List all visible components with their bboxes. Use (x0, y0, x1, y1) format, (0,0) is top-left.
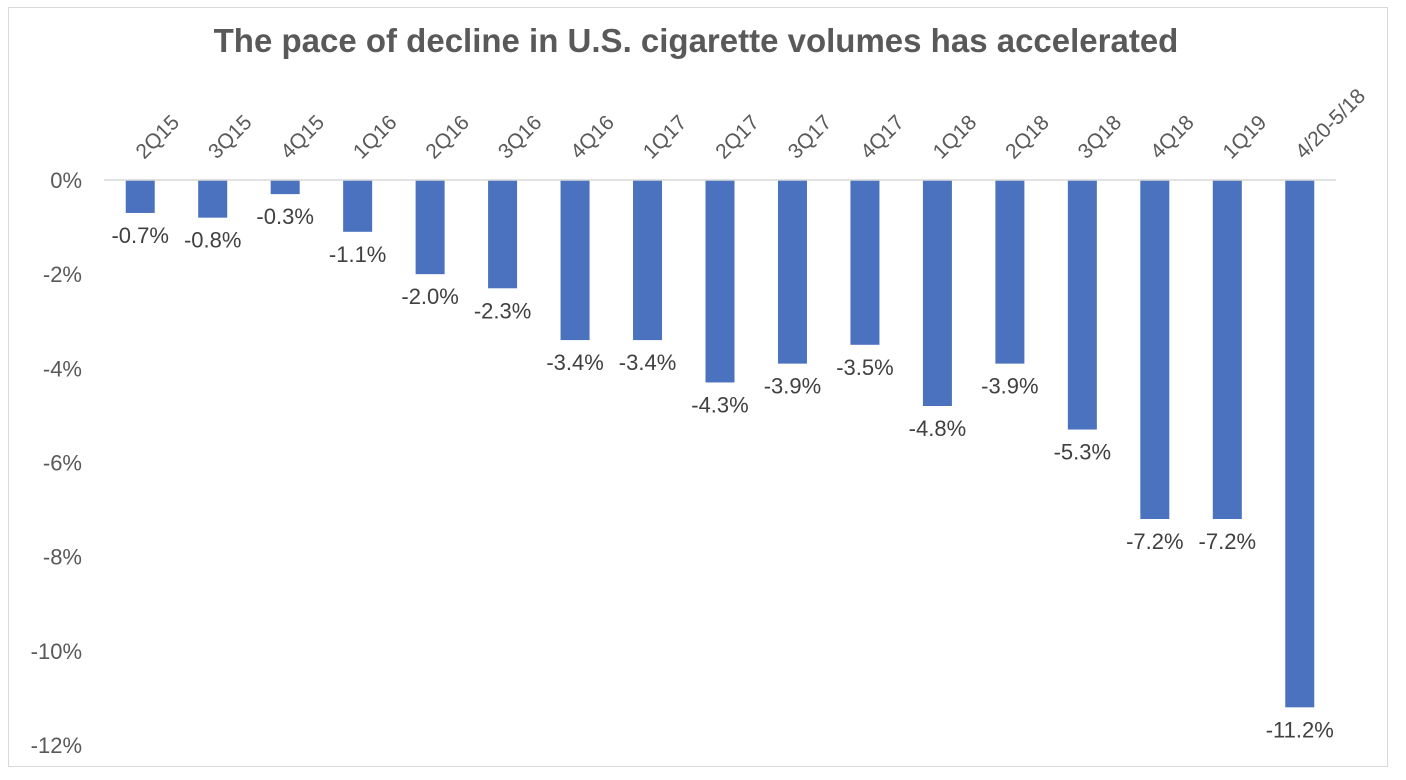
data-label: -2.0% (401, 284, 458, 309)
category-label: 4Q16 (566, 111, 619, 164)
data-label: -0.7% (111, 223, 168, 248)
category-label: 2Q16 (421, 111, 474, 164)
bar (633, 180, 663, 341)
bar (777, 180, 807, 364)
category-label: 2Q15 (132, 111, 185, 164)
bar (198, 180, 228, 218)
chart-title: The pace of decline in U.S. cigarette vo… (213, 22, 1179, 59)
y-tick-label: -2% (43, 262, 82, 287)
bar (1212, 180, 1242, 519)
category-label: 3Q18 (1074, 111, 1127, 164)
data-label: -3.9% (764, 374, 821, 399)
y-tick-label: -4% (43, 356, 82, 381)
data-label: -7.2% (1126, 529, 1183, 554)
data-label: -3.4% (546, 350, 603, 375)
category-label: 2Q17 (711, 111, 764, 164)
bar (270, 180, 300, 195)
bar (995, 180, 1025, 364)
category-label: 4/20-5/18 (1291, 85, 1370, 164)
data-label: -3.9% (981, 374, 1038, 399)
data-label: -2.3% (474, 298, 531, 323)
bar (125, 180, 155, 213)
category-label: 4Q18 (1146, 111, 1199, 164)
data-label: -3.4% (619, 350, 676, 375)
data-label: -3.5% (836, 355, 893, 380)
y-tick-label: -6% (43, 451, 82, 476)
data-label: -1.1% (329, 242, 386, 267)
data-label: -4.8% (909, 416, 966, 441)
y-tick-label: -12% (31, 733, 82, 758)
data-label: -11.2% (1266, 717, 1334, 742)
category-label: 3Q16 (494, 111, 547, 164)
bar (1067, 180, 1097, 430)
category-label: 3Q17 (784, 111, 837, 164)
bar (343, 180, 373, 232)
category-label: 4Q17 (856, 111, 909, 164)
data-label: -0.8% (184, 228, 241, 253)
bar (850, 180, 880, 345)
category-label: 2Q18 (1001, 111, 1054, 164)
bar (488, 180, 518, 289)
y-tick-label: -10% (31, 639, 82, 664)
bar (922, 180, 952, 406)
bar (560, 180, 590, 341)
bar (415, 180, 445, 275)
y-tick-label: 0% (50, 168, 82, 193)
data-label: -5.3% (1054, 440, 1111, 465)
data-label: -4.3% (691, 392, 748, 417)
bar (705, 180, 735, 383)
bar (1140, 180, 1170, 519)
category-label: 1Q17 (639, 111, 692, 164)
data-label: -7.2% (1199, 529, 1256, 554)
y-tick-label: -8% (43, 545, 82, 570)
category-label: 1Q16 (349, 111, 402, 164)
category-label: 1Q18 (929, 111, 982, 164)
category-label: 4Q15 (276, 111, 329, 164)
category-label: 3Q15 (204, 111, 257, 164)
data-label: -0.3% (256, 204, 313, 229)
category-label: 1Q19 (1219, 111, 1272, 164)
bar (1285, 180, 1315, 708)
